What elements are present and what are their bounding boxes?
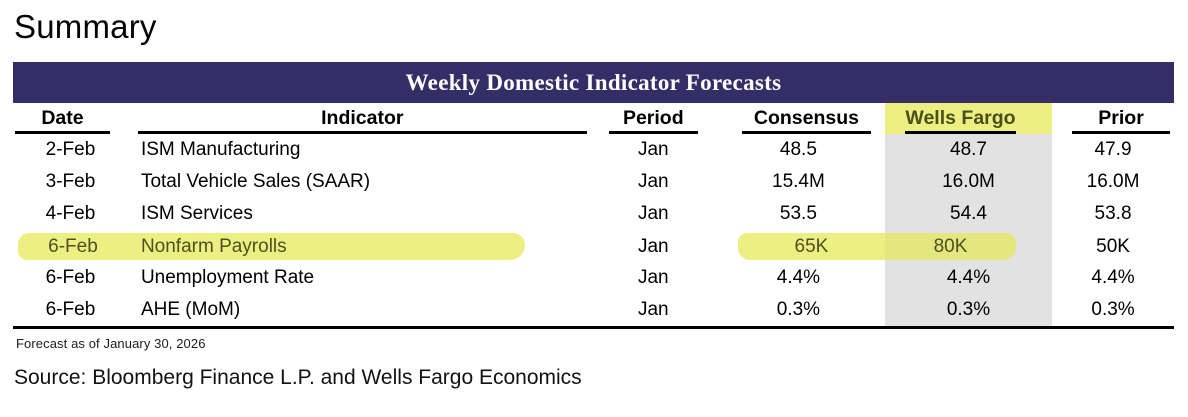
cell-prior: 50K bbox=[1096, 235, 1130, 257]
summary-page: Summary Weekly Domestic Indicator Foreca… bbox=[13, 8, 1174, 389]
cell-wells-fargo: 54.4 bbox=[884, 198, 1053, 230]
indicator-table: Date Indicator Period Consensus Wells Fa… bbox=[13, 103, 1174, 329]
table-row: 3-Feb Total Vehicle Sales (SAAR) Jan 15.… bbox=[13, 166, 1174, 198]
cell-consensus: 53.5 bbox=[779, 203, 817, 224]
cell-period: Jan bbox=[637, 235, 669, 257]
cell-prior: 0.3% bbox=[1091, 299, 1135, 320]
cell-indicator-highlighted: Nonfarm Payrolls bbox=[127, 233, 525, 260]
col-header-indicator: Indicator bbox=[137, 103, 587, 134]
cell-prior: 53.8 bbox=[1094, 203, 1132, 224]
cell-consensus: 0.3% bbox=[776, 299, 821, 320]
table-header-row: Date Indicator Period Consensus Wells Fa… bbox=[13, 103, 1174, 134]
cell-period: Jan bbox=[637, 171, 669, 192]
cell-consensus: 15.4M bbox=[772, 171, 825, 192]
cell-wells-fargo: 0.3% bbox=[884, 294, 1053, 326]
cell-date-highlighted: 6-Feb bbox=[18, 233, 128, 260]
col-header-prior: Prior bbox=[1072, 103, 1170, 134]
cell-indicator: ISM Manufacturing bbox=[140, 139, 301, 160]
col-header-consensus: Consensus bbox=[741, 103, 871, 134]
cell-date: 6-Feb bbox=[45, 267, 96, 288]
table-title: Weekly Domestic Indicator Forecasts bbox=[13, 62, 1174, 103]
cell-wells-fargo-highlighted: 80K bbox=[884, 233, 1017, 260]
col-header-wells-fargo: Wells Fargo bbox=[904, 103, 1017, 134]
table-row: 6-Feb AHE (MoM) Jan 0.3% 0.3% 0.3% bbox=[13, 294, 1174, 326]
col-header-date: Date bbox=[15, 103, 110, 134]
cell-prior: 4.4% bbox=[1091, 267, 1135, 288]
table-row: 2-Feb ISM Manufacturing Jan 48.5 48.7 47… bbox=[13, 134, 1174, 166]
cell-consensus: 4.4% bbox=[776, 267, 821, 288]
cell-period: Jan bbox=[637, 139, 669, 160]
cell-wells-fargo: 16.0M bbox=[884, 166, 1053, 198]
cell-prior: 16.0M bbox=[1086, 171, 1140, 192]
cell-consensus-highlighted: 65K bbox=[737, 233, 885, 260]
cell-period: Jan bbox=[637, 203, 669, 224]
cell-period: Jan bbox=[637, 267, 669, 288]
cell-date: 6-Feb bbox=[45, 299, 96, 320]
cell-date: 2-Feb bbox=[45, 139, 96, 160]
forecast-footnote: Forecast as of January 30, 2026 bbox=[16, 336, 206, 351]
cell-indicator: ISM Services bbox=[140, 203, 253, 224]
cell-wells-fargo: 4.4% bbox=[884, 262, 1053, 294]
cell-wells-fargo: 48.7 bbox=[884, 134, 1053, 166]
col-header-period: Period bbox=[608, 103, 698, 134]
cell-date: 4-Feb bbox=[45, 203, 96, 224]
cell-date: 3-Feb bbox=[45, 171, 96, 192]
source-line: Source: Bloomberg Finance L.P. and Wells… bbox=[14, 366, 582, 389]
cell-prior: 47.9 bbox=[1094, 139, 1132, 160]
table-row: 4-Feb ISM Services Jan 53.5 54.4 53.8 bbox=[13, 198, 1174, 230]
cell-indicator: AHE (MoM) bbox=[140, 299, 241, 320]
cell-indicator: Unemployment Rate bbox=[140, 267, 315, 288]
forecast-table: Weekly Domestic Indicator Forecasts Date… bbox=[13, 62, 1174, 329]
cell-period: Jan bbox=[637, 299, 669, 320]
page-title: Summary bbox=[14, 8, 157, 45]
cell-indicator: Total Vehicle Sales (SAAR) bbox=[140, 171, 371, 192]
table-row-highlighted: 6-Feb Nonfarm Payrolls Jan 65K 80K 50K bbox=[13, 230, 1174, 262]
table-row: 6-Feb Unemployment Rate Jan 4.4% 4.4% 4.… bbox=[13, 262, 1174, 294]
cell-consensus: 48.5 bbox=[779, 139, 817, 160]
